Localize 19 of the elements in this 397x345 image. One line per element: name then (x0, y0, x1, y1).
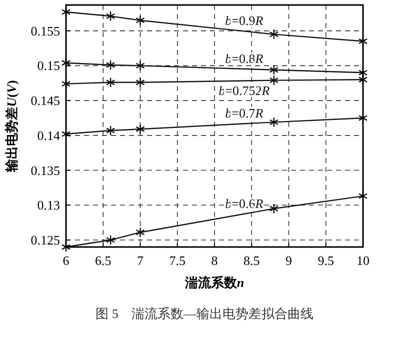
y-tick-label: 0.15 (37, 58, 60, 74)
x-tick-label: 8 (211, 253, 218, 268)
y-tick-label: 0.135 (30, 162, 60, 178)
x-tick-label: 10 (356, 253, 370, 268)
y-tick-label: 0.155 (30, 23, 60, 38)
x-tick-label: 6.5 (95, 253, 112, 268)
x-tick-label: 7.5 (169, 253, 186, 268)
x-tick-label: 9 (286, 253, 292, 268)
x-tick-label: 8.5 (244, 253, 260, 268)
y-tick-label: 0.14 (37, 128, 60, 143)
y-axis-title: 输出电势差U(V) (4, 80, 19, 173)
x-tick-label: 7 (137, 253, 144, 268)
y-tick-label: 0.13 (37, 198, 60, 213)
text: 图 5 湍流系数—输出电势差拟合曲线 (96, 306, 314, 321)
x-axis-title: 湍流系数n (184, 275, 244, 290)
y-tick-label: 0.125 (30, 232, 60, 248)
y-tick-label: 0.145 (30, 93, 60, 108)
x-tick-label: 9.5 (318, 253, 334, 268)
x-tick-label: 6 (62, 253, 70, 268)
